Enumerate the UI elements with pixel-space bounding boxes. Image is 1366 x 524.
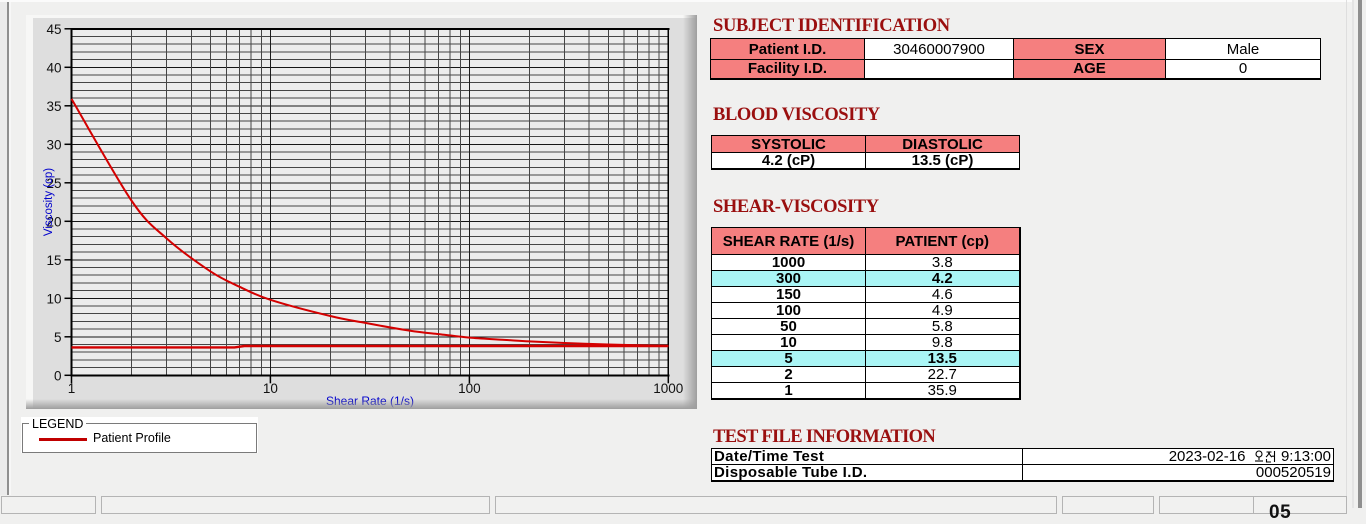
svg-text:1000: 1000 — [653, 381, 683, 396]
svg-text:1: 1 — [68, 381, 76, 396]
svg-text:100: 100 — [458, 381, 481, 396]
svg-text:35: 35 — [46, 99, 61, 114]
svg-text:5: 5 — [54, 330, 62, 345]
svg-text:30: 30 — [46, 138, 61, 153]
svg-text:Viscosity (cp): Viscosity (cp) — [43, 168, 55, 236]
svg-text:45: 45 — [46, 22, 61, 37]
svg-text:10: 10 — [263, 381, 278, 396]
svg-text:40: 40 — [46, 61, 61, 76]
svg-text:20: 20 — [46, 215, 61, 230]
svg-text:10: 10 — [46, 292, 61, 307]
svg-text:0: 0 — [54, 369, 62, 384]
svg-text:25: 25 — [46, 176, 61, 191]
svg-text:15: 15 — [46, 253, 61, 268]
